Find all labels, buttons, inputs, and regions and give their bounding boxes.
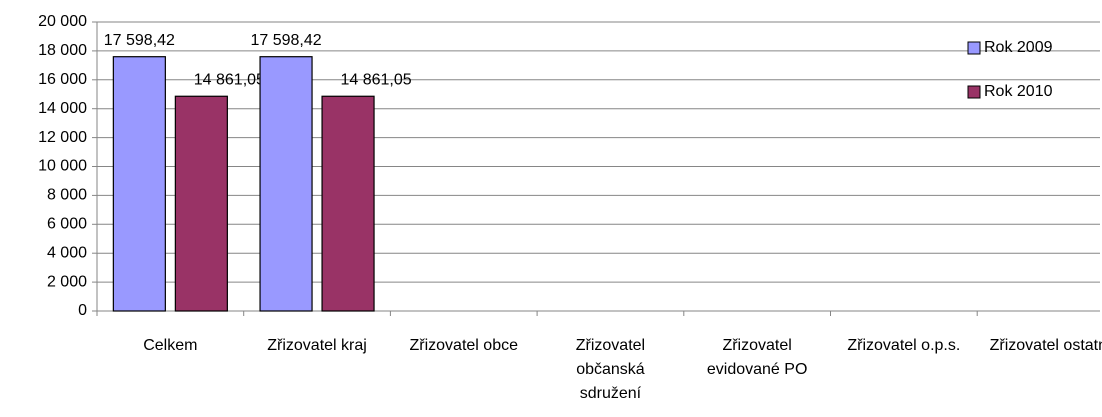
y-tick-label: 16 000 <box>38 71 87 88</box>
y-tick-label: 2 000 <box>47 273 87 290</box>
y-tick-label: 14 000 <box>38 100 87 117</box>
x-tick-label: Celkem <box>143 337 198 354</box>
x-tick-label: Zřizovatel o.p.s. <box>847 337 961 354</box>
legend-swatch <box>967 85 981 99</box>
y-tick-label: 20 000 <box>38 13 87 30</box>
y-tick-label: 4 000 <box>47 244 87 261</box>
y-tick-label: 6 000 <box>47 216 87 233</box>
y-tick-label: 8 000 <box>47 187 87 204</box>
x-tick-label: Zřizovatel občanská sdružení <box>575 337 646 402</box>
y-tick-label: 10 000 <box>38 158 87 175</box>
legend-label: Rok 2010 <box>984 83 1053 100</box>
bar <box>321 95 375 312</box>
legend-label: Rok 2009 <box>984 39 1053 56</box>
x-tick-label: Zřizovatel obce <box>409 337 519 354</box>
y-tick-label: 18 000 <box>38 42 87 59</box>
x-tick-label: Zřizovatel evidované PO <box>706 337 808 378</box>
bar <box>174 95 228 312</box>
data-label: 14 861,05 <box>340 71 411 88</box>
bar <box>112 56 166 312</box>
legend-swatch <box>967 41 981 55</box>
x-tick-label: Zřizovatel kraj <box>267 337 367 354</box>
y-tick-label: 12 000 <box>38 129 87 146</box>
data-label: 17 598,42 <box>250 32 321 49</box>
y-tick-label: 0 <box>78 302 87 319</box>
x-tick-label: Zřizovatel ostatní <box>989 337 1102 354</box>
bar <box>259 56 313 312</box>
data-label: 14 861,05 <box>194 71 265 88</box>
data-label: 17 598,42 <box>104 32 175 49</box>
